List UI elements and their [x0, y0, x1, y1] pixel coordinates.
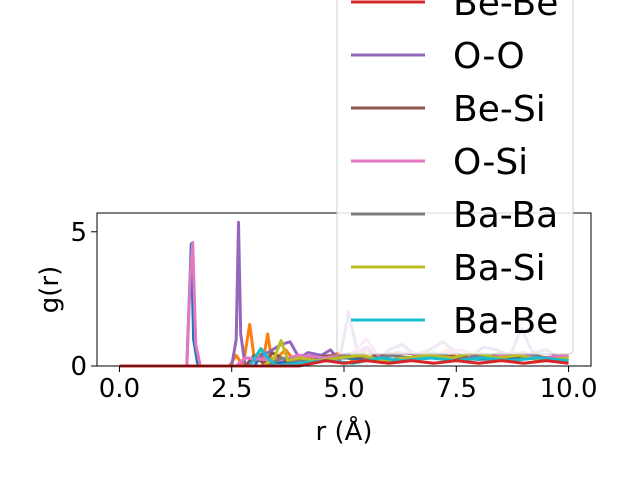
- series-line-be-be: [119, 359, 569, 368]
- legend-label-be-be: Be-Be: [453, 0, 558, 24]
- x-axis: 0.0 2.5 5.0 7.5 10.0: [99, 366, 598, 404]
- legend-label-ba-be: Ba-Be: [453, 301, 558, 342]
- y-axis: 05: [70, 218, 97, 382]
- x-tick-label: 2.5: [211, 374, 252, 404]
- legend-label-ba-ba: Ba-Ba: [453, 195, 558, 236]
- y-tick-label: 0: [70, 352, 87, 382]
- x-tick-label: 0.0: [99, 374, 140, 404]
- y-axis-label: g(r): [35, 266, 65, 313]
- legend-box: [336, 0, 574, 355]
- x-tick-label: 10.0: [540, 374, 598, 404]
- legend: Be-Be O-O Be-Si O-Si Ba-Ba Ba-Si Ba-Be: [336, 0, 574, 355]
- x-tick-label: 7.5: [436, 374, 477, 404]
- legend-label-ba-si: Ba-Si: [453, 248, 546, 289]
- x-tick-label: 5.0: [323, 374, 364, 404]
- legend-label-o-o: O-O: [453, 36, 525, 77]
- x-axis-label: r (Å): [315, 415, 372, 447]
- y-tick-label: 5: [70, 218, 87, 248]
- legend-label-be-si: Be-Si: [453, 89, 546, 130]
- legend-label-o-si: O-Si: [453, 142, 528, 183]
